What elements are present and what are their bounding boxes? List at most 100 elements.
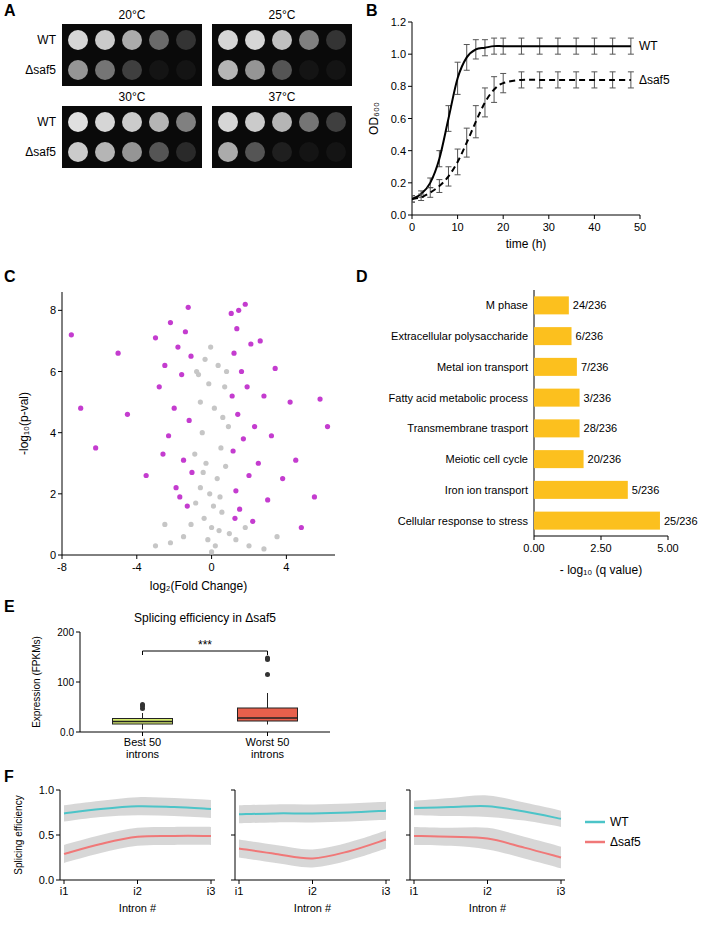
point	[144, 473, 149, 478]
figure: A20°CWTΔsaf525°C30°CWTΔsaf537°CB0.00.20.…	[0, 0, 717, 930]
y-tick	[406, 835, 410, 836]
spot	[122, 142, 142, 162]
spot	[95, 142, 115, 162]
y-tick-label: 100	[57, 677, 74, 688]
y-tick	[58, 493, 62, 494]
point	[213, 543, 218, 548]
y-tick-label: 6	[50, 366, 56, 378]
point	[202, 357, 207, 362]
point	[222, 384, 227, 389]
point	[220, 415, 225, 420]
confidence-band	[64, 797, 211, 821]
x-tick-label: 50	[634, 221, 646, 233]
spot	[218, 142, 238, 162]
x-tick-label: 5.00	[657, 542, 678, 554]
condition-title: 25°C	[269, 8, 296, 22]
point	[288, 399, 293, 404]
spot	[149, 30, 169, 50]
bar	[534, 389, 580, 407]
point	[115, 351, 120, 356]
point	[223, 464, 228, 469]
y-tick	[76, 732, 80, 733]
x-tick	[457, 215, 458, 219]
point	[193, 500, 198, 505]
category-label: Transmembrane trasport	[407, 422, 528, 434]
panel-letter: B	[366, 2, 378, 19]
category-label: Metal ion transport	[437, 361, 528, 373]
plot-area	[64, 797, 211, 863]
point	[261, 393, 266, 398]
x-tick-label: -8	[57, 561, 67, 573]
point	[248, 341, 253, 346]
y-tick-label: 0.6	[391, 113, 406, 125]
spot	[95, 30, 115, 50]
y-tick-label: 0.4	[391, 145, 406, 157]
x-tick-label: i2	[483, 885, 492, 897]
point	[232, 516, 237, 521]
plot-area	[239, 802, 386, 868]
x-tick-label: 0	[209, 561, 215, 573]
y-tick-label: 0	[50, 549, 56, 561]
category-label: Worst 50introns	[246, 736, 290, 760]
x-tick-label: i2	[133, 885, 142, 897]
point	[246, 543, 251, 548]
x-axis-title: Intron #	[119, 902, 157, 914]
plot-area	[412, 38, 634, 202]
bar-annotation: 6/236	[576, 330, 604, 342]
legend-label: Δsaf5	[610, 835, 641, 849]
series-line	[412, 46, 631, 199]
spot	[299, 30, 319, 50]
significance: ***	[198, 638, 212, 652]
bar-annotation: 28/236	[584, 422, 618, 434]
spot	[149, 112, 169, 132]
x-tick-label: i3	[382, 885, 391, 897]
y-tick	[408, 22, 412, 23]
spot	[299, 142, 319, 162]
point	[202, 516, 207, 521]
x-tick-label: i1	[60, 885, 69, 897]
y-axis	[62, 292, 63, 555]
point	[218, 445, 223, 450]
series-line	[64, 836, 211, 854]
x-tick	[503, 215, 504, 219]
bar	[534, 327, 572, 345]
condition-title: 37°C	[269, 90, 296, 104]
confidence-band	[64, 827, 211, 863]
category-label: M phase	[486, 299, 528, 311]
plot-area	[414, 795, 561, 868]
point	[236, 308, 241, 313]
y-tick-label: 0.0	[39, 874, 54, 886]
point	[186, 305, 191, 310]
spot	[95, 112, 115, 132]
spot	[326, 30, 346, 50]
point	[250, 519, 255, 524]
point	[183, 329, 188, 334]
point	[312, 494, 317, 499]
x-axis	[62, 555, 335, 556]
legend-swatch	[585, 821, 605, 824]
y-tick	[406, 880, 410, 881]
series-line	[239, 840, 386, 859]
point	[216, 528, 221, 533]
point	[235, 412, 240, 417]
x-tick	[548, 215, 549, 219]
point	[215, 476, 220, 481]
x-tick	[534, 536, 535, 540]
point	[201, 470, 206, 475]
legend-label: WT	[639, 39, 658, 53]
confidence-band	[239, 802, 386, 824]
x-tick	[386, 880, 387, 884]
spot	[176, 112, 196, 132]
confidence-band	[239, 831, 386, 868]
y-tick-label: 0.8	[391, 80, 406, 92]
category-label: Meiotic cell cycle	[445, 453, 528, 465]
point	[230, 448, 235, 453]
x-tick-label: 0.00	[523, 542, 544, 554]
bar-annotation: 25/236	[664, 515, 698, 527]
spot	[326, 112, 346, 132]
y-axis-title: Splicing efficiency	[13, 795, 24, 874]
x-tick-label: i1	[235, 885, 244, 897]
point	[224, 369, 229, 374]
x-axis-title: log₂(Fold Change)	[150, 579, 247, 593]
point	[325, 424, 330, 429]
